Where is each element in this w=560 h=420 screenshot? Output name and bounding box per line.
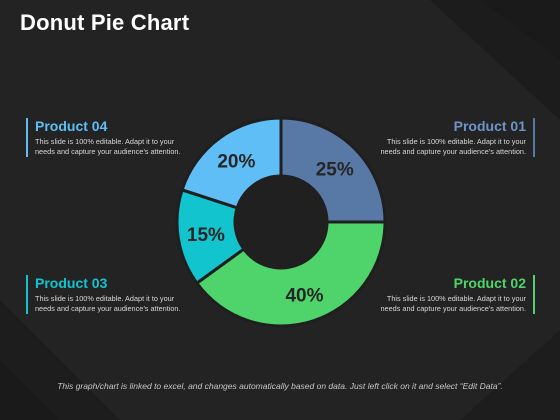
product-04-label: Product 04 This slide is 100% editable. …: [26, 118, 205, 157]
product-01-desc-line1: This slide is 100% editable. Adapt it to…: [386, 137, 526, 146]
product-01-title: Product 01: [453, 118, 526, 134]
product-01-description: This slide is 100% editable. Adapt it to…: [356, 137, 526, 157]
slice-label-product-04: 20%: [217, 152, 255, 173]
product-01-desc-line2: needs and capture your audience’s attent…: [380, 147, 526, 156]
product-03-label: Product 03 This slide is 100% editable. …: [26, 275, 205, 314]
product-04-desc-line1: This slide is 100% editable. Adapt it to…: [35, 137, 175, 146]
product-02-label: Product 02 This slide is 100% editable. …: [356, 275, 535, 314]
slice-label-product-03: 15%: [187, 225, 225, 246]
product-02-title: Product 02: [453, 275, 526, 291]
product-04-title: Product 04: [35, 118, 108, 134]
slice-label-product-01: 25%: [316, 159, 354, 180]
product-03-desc-line2: needs and capture your audience’s attent…: [35, 304, 181, 313]
slice-label-product-02: 40%: [285, 285, 323, 306]
product-03-title: Product 03: [35, 275, 108, 291]
product-03-description: This slide is 100% editable. Adapt it to…: [35, 294, 205, 314]
product-02-description: This slide is 100% editable. Adapt it to…: [356, 294, 526, 314]
donut-hole: [235, 176, 327, 268]
product-04-description: This slide is 100% editable. Adapt it to…: [35, 137, 205, 157]
page-title: Donut Pie Chart: [20, 10, 190, 35]
product-03-desc-line1: This slide is 100% editable. Adapt it to…: [35, 294, 175, 303]
product-01-label: Product 01 This slide is 100% editable. …: [356, 118, 535, 157]
product-02-desc-line1: This slide is 100% editable. Adapt it to…: [386, 294, 526, 303]
footer-note: This graph/chart is linked to excel, and…: [57, 381, 503, 391]
product-02-desc-line2: needs and capture your audience’s attent…: [380, 304, 526, 313]
product-04-desc-line2: needs and capture your audience’s attent…: [35, 147, 181, 156]
